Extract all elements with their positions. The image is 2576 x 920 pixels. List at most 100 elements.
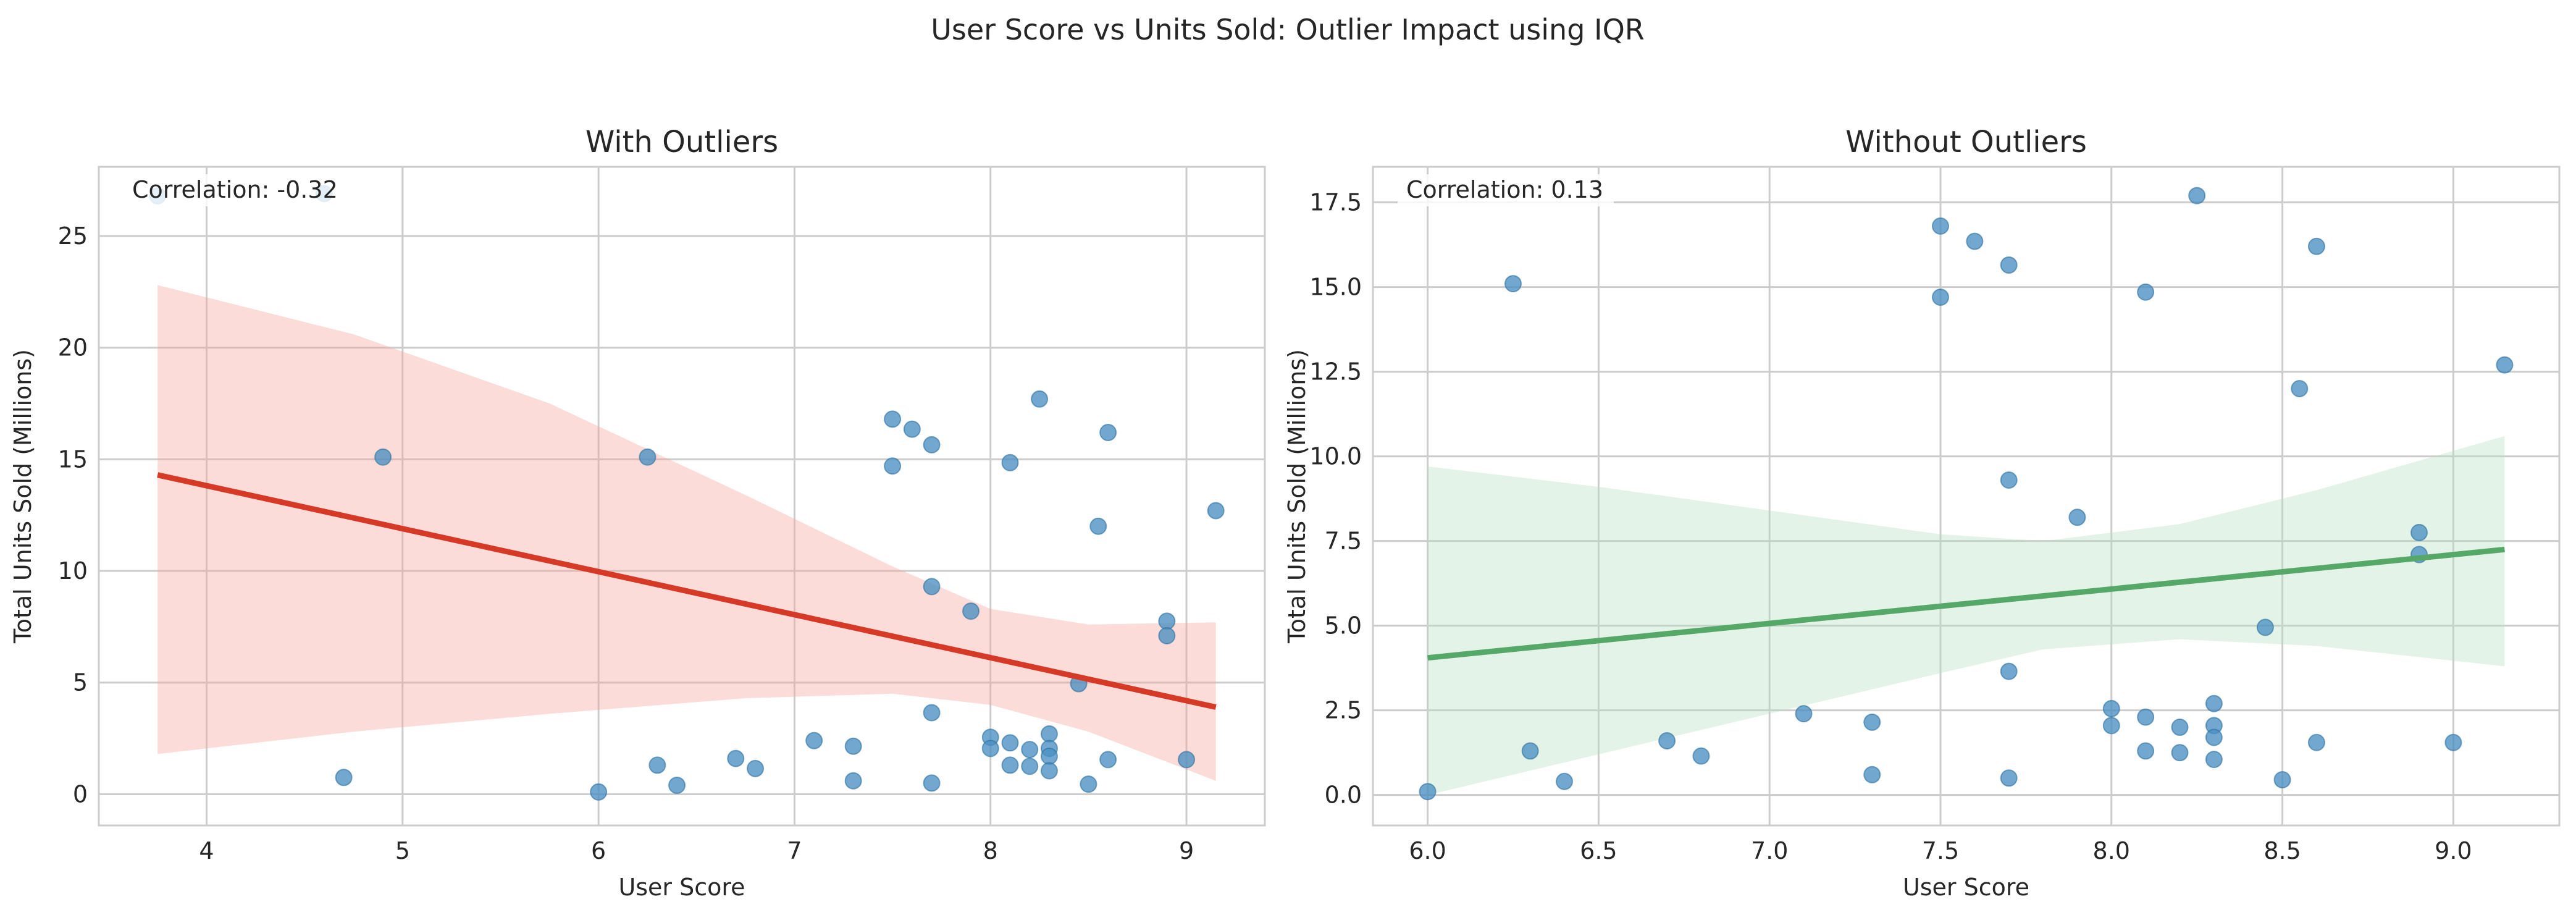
panel-without-outliers: Correlation: 0.13 6.0 6.5 7.0 7.5 8.0 8.5 9.0 0.…: [1283, 125, 2561, 901]
scatter-point: [648, 756, 666, 774]
scatter-point: [639, 448, 657, 466]
scatter-point: [2256, 618, 2274, 636]
y-tick-label: 10.0: [1309, 443, 1362, 470]
scatter-point: [884, 410, 902, 428]
scatter-point: [2102, 699, 2120, 717]
scatter-point: [2000, 769, 2018, 787]
scatter-point: [903, 420, 921, 438]
scatter-point: [1178, 751, 1196, 769]
scatter-point: [2307, 733, 2325, 751]
scatter-point: [1099, 424, 1117, 442]
scatter-point: [1001, 756, 1019, 774]
scatter-point: [1521, 742, 1539, 760]
y-axis-label: Total Units Sold (Millions): [1283, 349, 1311, 644]
plot-area: [1373, 167, 2559, 825]
scatter-point: [1931, 289, 1949, 306]
scatter-point: [1001, 734, 1019, 752]
scatter-point: [2068, 509, 2086, 526]
scatter-point: [1099, 751, 1117, 769]
x-tick-label: 9: [1179, 837, 1194, 864]
scatter-point: [844, 737, 862, 755]
y-tick-label: 12.5: [1309, 358, 1362, 386]
y-tick-label: 0: [73, 780, 88, 808]
scatter-point: [1001, 454, 1019, 471]
scatter-point: [884, 457, 902, 475]
annotation-box: [1398, 174, 1614, 206]
scatter-point: [2410, 523, 2428, 541]
scatter-point: [2273, 771, 2291, 789]
scatter-point: [590, 783, 608, 801]
scatter-point: [2102, 717, 2120, 735]
x-axis-label: User Score: [1903, 874, 2029, 901]
correlation-annotation: Correlation: 0.13: [1406, 176, 1603, 203]
scatter-point: [2291, 379, 2309, 397]
scatter-point: [746, 759, 764, 777]
scatter-point: [727, 749, 745, 767]
scatter-point: [1021, 741, 1039, 759]
scatter-point: [2205, 728, 2223, 746]
x-tick-label: 9.0: [2435, 837, 2472, 864]
x-tick-label: 8.0: [2093, 837, 2130, 864]
scatter-point: [2137, 283, 2155, 301]
panel-with-outliers: Correlation: -0.32 4 5 6 7 8 9 0 5 10 15 20 25 With O…: [9, 125, 1266, 901]
x-tick-label: 6.0: [1409, 837, 1446, 864]
y-tick-label: 5.0: [1325, 612, 1362, 639]
correlation-annotation: Correlation: -0.32: [132, 176, 338, 203]
scatter-point: [1207, 502, 1225, 520]
scatter-point: [2188, 187, 2206, 205]
scatter-point: [1863, 766, 1881, 783]
regression-line: [157, 472, 1217, 710]
scatter-point: [2137, 708, 2155, 726]
scatter-point: [1089, 517, 1107, 535]
x-tick-label: 4: [199, 837, 214, 864]
panel-title: Without Outliers: [1845, 125, 2087, 159]
scatter-point: [1080, 775, 1097, 793]
scatter-point: [962, 602, 980, 620]
scatter-point: [1966, 232, 1984, 250]
scatter-point: [1158, 627, 1176, 644]
scatter-point: [2171, 744, 2189, 762]
plot-area: [99, 167, 1265, 825]
x-tick-label: 8.5: [2263, 837, 2301, 864]
scatter-point: [1658, 732, 1676, 749]
y-tick-label: 15: [58, 445, 88, 473]
scatter-point: [2137, 742, 2155, 760]
scatter-point: [1931, 217, 1949, 235]
scatter-point: [2000, 471, 2018, 489]
scatter-point: [668, 776, 686, 794]
y-tick-label: 25: [58, 222, 88, 250]
figure-suptitle: User Score vs Units Sold: Outlier Impact…: [931, 13, 1645, 46]
y-tick-label: 0.0: [1325, 782, 1362, 809]
axes-frame: [98, 166, 1266, 827]
y-tick-label: 20: [58, 334, 88, 361]
x-axis-label: User Score: [618, 874, 745, 901]
scatter-point: [1419, 783, 1437, 801]
x-tick-label: 7.5: [1922, 837, 1959, 864]
scatter-point: [1158, 612, 1176, 630]
confidence-band: [157, 285, 1216, 781]
scatter-point: [335, 769, 353, 787]
x-tick-label: 7.0: [1751, 837, 1788, 864]
regression-line: [1427, 546, 2505, 661]
scatter-point: [2496, 356, 2514, 374]
scatter-point: [1040, 725, 1058, 743]
y-tick-label: 7.5: [1325, 528, 1362, 555]
scatter-point: [923, 578, 941, 596]
scatter-point: [923, 774, 941, 792]
confidence-band: [1427, 436, 2505, 795]
scatter-point: [2307, 237, 2325, 255]
y-tick-label: 17.5: [1309, 189, 1362, 216]
scatter-point: [2000, 662, 2018, 680]
scatter-point: [1863, 713, 1881, 731]
scatter-point: [374, 448, 392, 466]
scatter-point: [1556, 772, 1574, 790]
scatter-point: [1031, 390, 1049, 408]
y-axis-label: Total Units Sold (Millions): [9, 349, 36, 644]
scatter-point: [844, 772, 862, 790]
x-tick-label: 7: [787, 837, 802, 864]
annotation-box: [124, 174, 340, 206]
scatter-point: [805, 732, 823, 749]
scatter-point: [1040, 747, 1058, 765]
